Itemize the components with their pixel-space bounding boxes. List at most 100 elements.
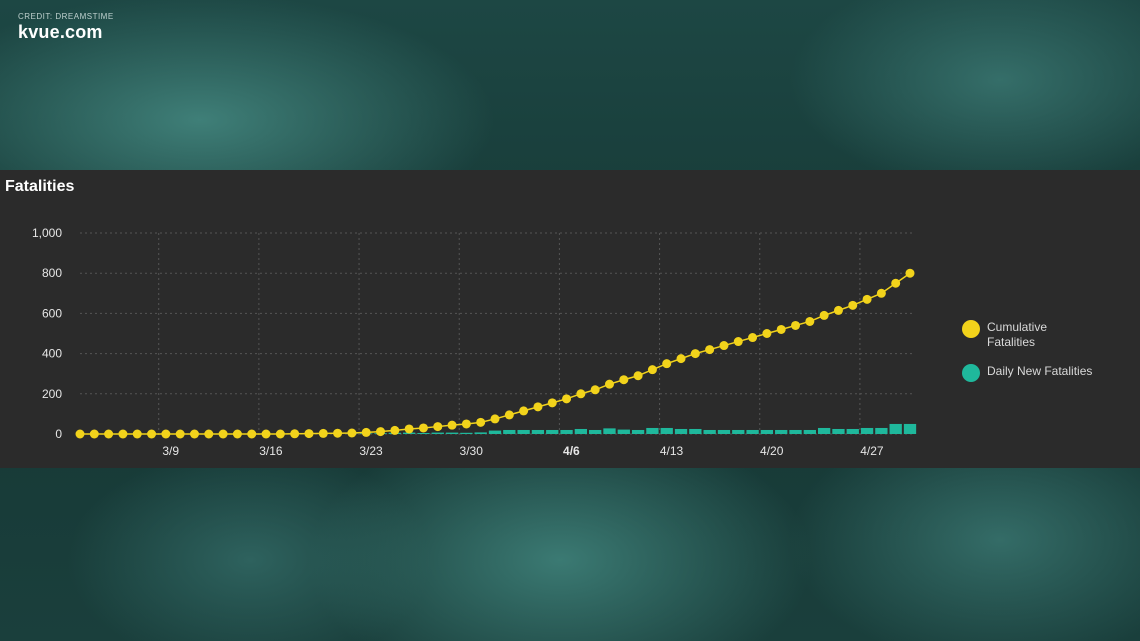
- daily-bar: [903, 423, 917, 434]
- daily-bar: [474, 432, 487, 434]
- cumulative-point: [547, 398, 557, 408]
- cumulative-point: [418, 423, 428, 433]
- x-tick-label: 3/23: [359, 444, 383, 458]
- daily-bar: [689, 428, 702, 434]
- daily-bar: [431, 432, 444, 434]
- cumulative-point: [347, 428, 357, 438]
- y-tick-label: 600: [42, 306, 62, 320]
- cumulative-point: [104, 429, 114, 439]
- daily-bar: [660, 427, 673, 434]
- cumulative-point: [218, 429, 228, 439]
- daily-bar: [789, 429, 802, 434]
- cumulative-point: [476, 417, 486, 427]
- cumulative-point: [189, 429, 199, 439]
- cumulative-point: [791, 320, 801, 330]
- cumulative-point: [562, 394, 572, 404]
- cumulative-point: [261, 429, 271, 439]
- cumulative-point: [647, 365, 657, 375]
- cumulative-point: [490, 414, 500, 424]
- photo-credit: CREDIT: DREAMSTIME: [18, 12, 114, 21]
- cumulative-point: [748, 333, 758, 343]
- cumulative-point: [705, 345, 715, 355]
- cumulative-point: [619, 375, 629, 385]
- legend-swatch-cumulative: [962, 320, 980, 338]
- daily-bar: [703, 429, 716, 434]
- cumulative-point: [662, 359, 672, 369]
- cumulative-point: [848, 300, 858, 310]
- cumulative-point: [676, 354, 686, 364]
- x-tick-label: 4/13: [660, 444, 684, 458]
- daily-bar: [460, 432, 473, 434]
- daily-bar: [860, 427, 874, 434]
- daily-bar: [617, 429, 630, 434]
- cumulative-point: [905, 268, 915, 278]
- cumulative-point: [776, 324, 786, 334]
- cumulative-point: [447, 420, 457, 430]
- cumulative-point: [89, 429, 99, 439]
- fatalities-chart: 0 200 400 600 800 1,000 3/9 3/16 3/23 3/30 4/6 4/13…: [32, 226, 917, 458]
- station-logo: kvue.com: [18, 22, 103, 42]
- daily-bar: [889, 423, 902, 434]
- y-tick-label: 0: [55, 427, 62, 441]
- cumulative-point: [161, 429, 171, 439]
- daily-bar: [560, 429, 573, 434]
- chart-title: Fatalities: [5, 178, 75, 195]
- cumulative-point: [118, 429, 128, 439]
- cumulative-point: [404, 424, 414, 434]
- legend-label-cumulative: Cumulative Fatalities: [987, 320, 1048, 349]
- y-tick-label: 400: [42, 347, 62, 361]
- daily-bar: [875, 427, 888, 434]
- daily-bar: [760, 429, 774, 434]
- cumulative-point: [805, 316, 815, 326]
- x-tick-label: 4/27: [860, 444, 884, 458]
- cumulative-point: [333, 428, 343, 438]
- chart-panel: 0 200 400 600 800 1,000 3/9 3/16 3/23 3/30 4/6 4/13…: [0, 170, 1140, 468]
- cumulative-point: [361, 427, 371, 437]
- cumulative-point: [819, 310, 829, 320]
- cumulative-point: [390, 425, 400, 435]
- cumulative-point: [719, 341, 729, 351]
- daily-bar: [775, 429, 788, 434]
- daily-bar: [417, 432, 430, 434]
- daily-bar: [832, 428, 845, 434]
- legend-swatch-daily: [962, 364, 980, 382]
- cumulative-point: [275, 429, 285, 439]
- daily-bar: [488, 430, 502, 434]
- cumulative-point: [891, 278, 901, 288]
- cumulative-point: [75, 429, 85, 439]
- x-tick-label: 4/6: [563, 444, 580, 458]
- cumulative-point: [833, 305, 843, 315]
- cumulative-point: [461, 419, 471, 429]
- daily-bar: [674, 428, 688, 434]
- cumulative-point: [690, 349, 700, 359]
- daily-bar: [803, 429, 816, 434]
- daily-bar: [717, 429, 731, 434]
- cumulative-point: [876, 288, 886, 298]
- y-tick-label: 200: [42, 387, 62, 401]
- daily-bar: [574, 428, 588, 434]
- cumulative-point: [175, 429, 185, 439]
- cumulative-point: [504, 410, 514, 420]
- cumulative-point: [733, 337, 743, 347]
- legend-item-daily: Daily New Fatalities: [962, 364, 1132, 382]
- y-tick-label: 800: [42, 266, 62, 280]
- cumulative-point: [633, 371, 643, 381]
- daily-bar: [517, 429, 530, 434]
- daily-bar: [445, 432, 459, 434]
- daily-bar: [546, 429, 559, 434]
- daily-bar: [503, 429, 516, 434]
- daily-bar: [589, 429, 602, 434]
- y-tick-label: 1,000: [32, 226, 62, 240]
- cumulative-point: [590, 385, 600, 395]
- legend-label-daily: Daily New Fatalities: [987, 364, 1093, 378]
- cumulative-point: [232, 429, 242, 439]
- x-tick-label: 3/9: [162, 444, 179, 458]
- cumulative-point: [519, 406, 529, 416]
- legend-item-cumulative: Cumulative Fatalities: [962, 320, 1132, 350]
- x-tick-label: 3/30: [460, 444, 484, 458]
- cumulative-point: [204, 429, 214, 439]
- cumulative-point: [376, 427, 386, 437]
- cumulative-point: [147, 429, 157, 439]
- cumulative-point: [304, 429, 314, 439]
- cumulative-point: [318, 428, 328, 438]
